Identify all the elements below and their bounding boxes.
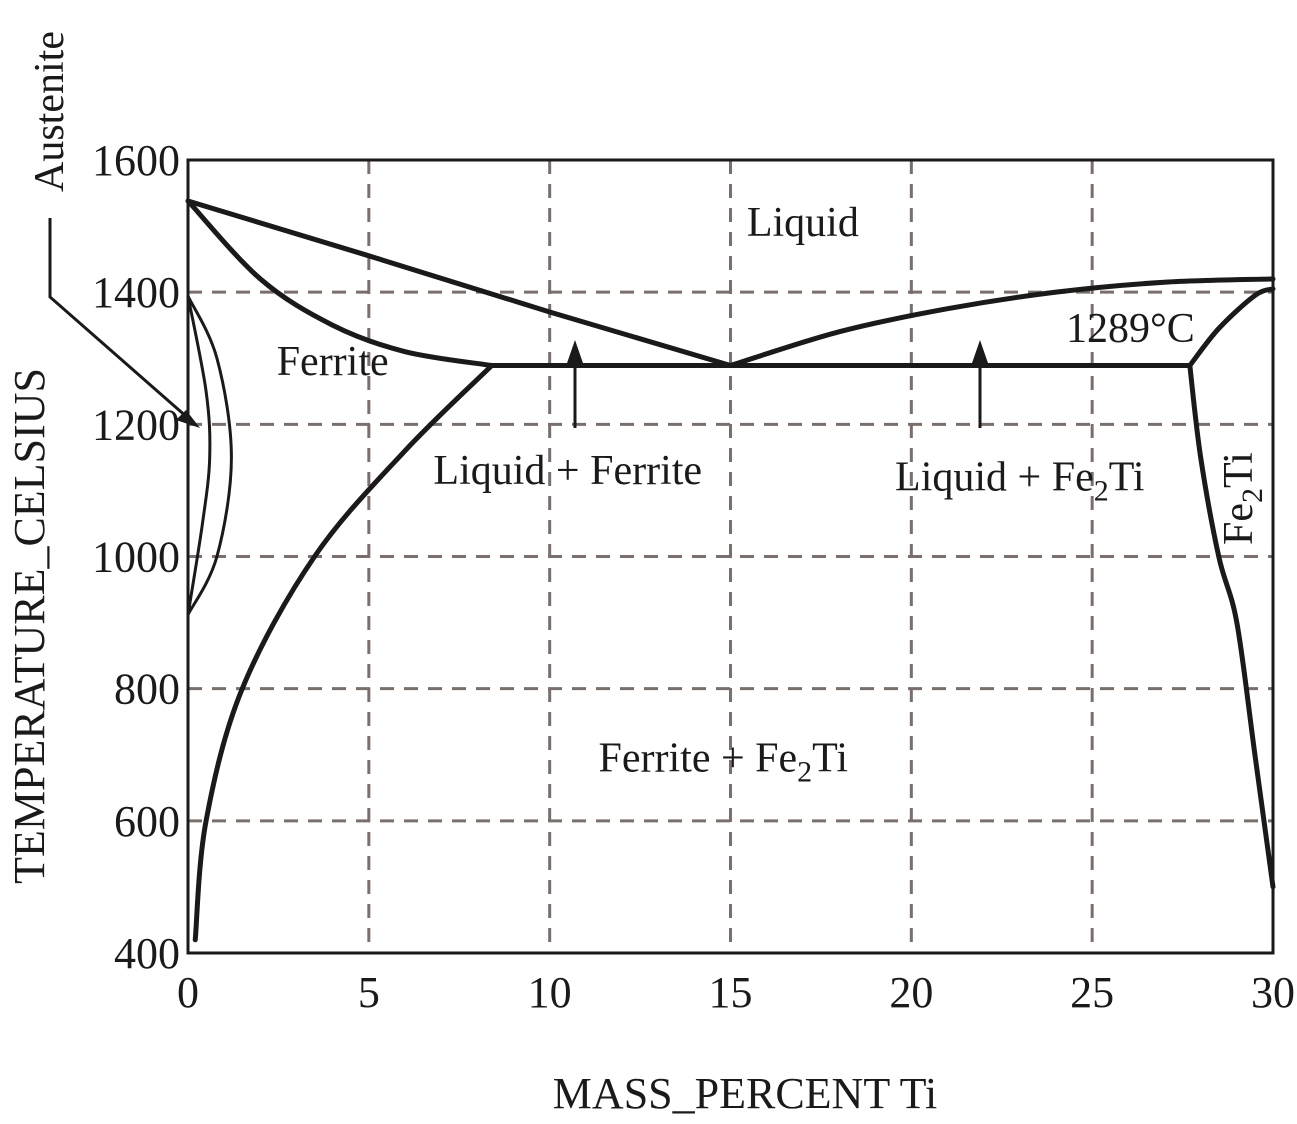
- arrow-right-head: [971, 340, 989, 366]
- region-label-ferrite-fe2ti: Ferrite + Fe2Ti: [599, 735, 849, 788]
- region-label-liquid-ferrite: Liquid + Ferrite: [433, 448, 702, 494]
- boundary-gamma-loop-inner: [186, 295, 212, 615]
- boundary-ferrite-solvus: [192, 363, 495, 943]
- boundary-fe2ti-left: [1187, 363, 1276, 890]
- tick-labels: 0 5 10 15 20 25 30 400 600 800 1000 1200 1400 1600: [92, 136, 1295, 1017]
- x-tick-label: 15: [709, 968, 753, 1017]
- y-tick-label: 1000: [92, 533, 180, 582]
- region-label-liquid: Liquid: [747, 200, 859, 246]
- y-tick-label: 800: [114, 665, 180, 714]
- austenite-leader: [48, 218, 189, 420]
- region-label-liquid-fe2ti: Liquid + Fe2Ti: [895, 454, 1145, 507]
- eutectic-temperature-label: 1289°C: [1066, 306, 1195, 352]
- boundary-fe2ti-top: [1187, 286, 1276, 369]
- y-tick-label: 600: [114, 797, 180, 846]
- x-tick-label: 20: [889, 968, 933, 1017]
- boundary-liquidus-left: [185, 198, 733, 369]
- arrow-left-head: [566, 340, 584, 366]
- y-tick-label: 400: [114, 929, 180, 978]
- x-tick-label: 10: [528, 968, 572, 1017]
- fe2ti-phase-label: Fe2Ti: [1216, 452, 1269, 545]
- boundary-liquidus-right: [728, 276, 1276, 369]
- region-labels: Liquid Ferrite Liquid + Ferrite Ferrite + F…: [277, 200, 1145, 788]
- austenite-leader-head: [176, 410, 200, 428]
- phase-boundaries: [185, 198, 1276, 943]
- y-tick-label: 1200: [92, 400, 180, 449]
- region-label-ferrite: Ferrite: [277, 339, 389, 385]
- y-axis-title: TEMPERATURE_CELSIUS: [5, 368, 54, 884]
- austenite-label: Austenite: [27, 31, 73, 192]
- grid-lines: [188, 160, 1273, 953]
- eutectic-arrows: [566, 340, 989, 428]
- boundary-solidus-ferrite: [185, 198, 495, 369]
- austenite-annotation: Austenite: [27, 31, 200, 428]
- boundary-gamma-loop-outer: [186, 295, 233, 616]
- y-tick-label: 1600: [92, 136, 180, 185]
- y-tick-label: 1400: [92, 268, 180, 317]
- x-tick-label: 0: [177, 968, 199, 1017]
- x-axis-title: MASS_PERCENT Ti: [553, 1069, 937, 1118]
- fe2ti-subscript: 2: [1236, 488, 1269, 503]
- x-tick-label: 25: [1070, 968, 1114, 1017]
- fe2ti-suffix: Ti: [1216, 452, 1262, 488]
- plot-frame: [186, 158, 1275, 955]
- x-tick-label: 5: [358, 968, 380, 1017]
- fe2ti-prefix: Fe: [1216, 503, 1262, 545]
- x-tick-label: 30: [1251, 968, 1295, 1017]
